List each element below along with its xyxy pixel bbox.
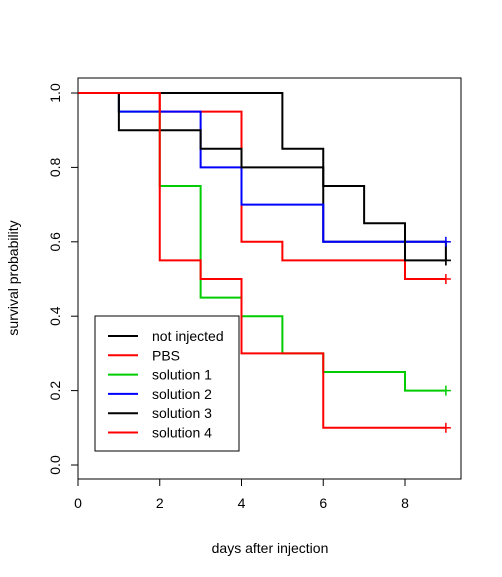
series-line-6 [78, 92, 446, 429]
y-axis-title: survival probability [5, 220, 21, 335]
legend-label: not injected [152, 328, 224, 344]
series-line-5 [78, 92, 446, 262]
y-tick-label: 1.0 [47, 83, 63, 103]
legend-label: solution 4 [152, 425, 212, 441]
legend: not injected PBS solution 1 solution 2 solut… [94, 315, 240, 452]
y-tick-label: 0.2 [47, 381, 63, 401]
y-tick-label: 0.6 [47, 232, 63, 252]
y-axis: 0.0 0.2 0.4 0.6 0.8 1.0 [47, 83, 79, 475]
series-layer [78, 92, 451, 433]
x-tick-label: 8 [401, 495, 409, 511]
x-tick-label: 0 [74, 495, 82, 511]
x-axis-title: days after injection [212, 540, 329, 556]
x-axis: 0 2 4 6 8 [74, 478, 409, 511]
y-tick-label: 0.4 [47, 306, 63, 326]
x-tick-label: 2 [156, 495, 164, 511]
x-tick-label: 4 [238, 495, 246, 511]
legend-label: solution 2 [152, 386, 212, 402]
y-tick-label: 0.0 [47, 455, 63, 475]
x-tick-label: 6 [319, 495, 327, 511]
legend-box [94, 315, 240, 452]
series-line-1 [78, 92, 447, 261]
legend-label: solution 1 [152, 367, 212, 383]
y-tick-label: 0.8 [47, 157, 63, 177]
series-line-2 [78, 92, 446, 280]
legend-label: PBS [152, 347, 180, 363]
legend-label: solution 3 [152, 405, 212, 421]
